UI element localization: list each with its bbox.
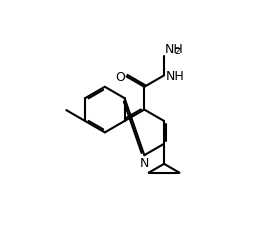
Text: O: O bbox=[115, 71, 125, 84]
Text: N: N bbox=[140, 156, 149, 169]
Text: 2: 2 bbox=[175, 47, 181, 56]
Text: NH: NH bbox=[165, 43, 184, 56]
Text: NH: NH bbox=[166, 69, 184, 83]
